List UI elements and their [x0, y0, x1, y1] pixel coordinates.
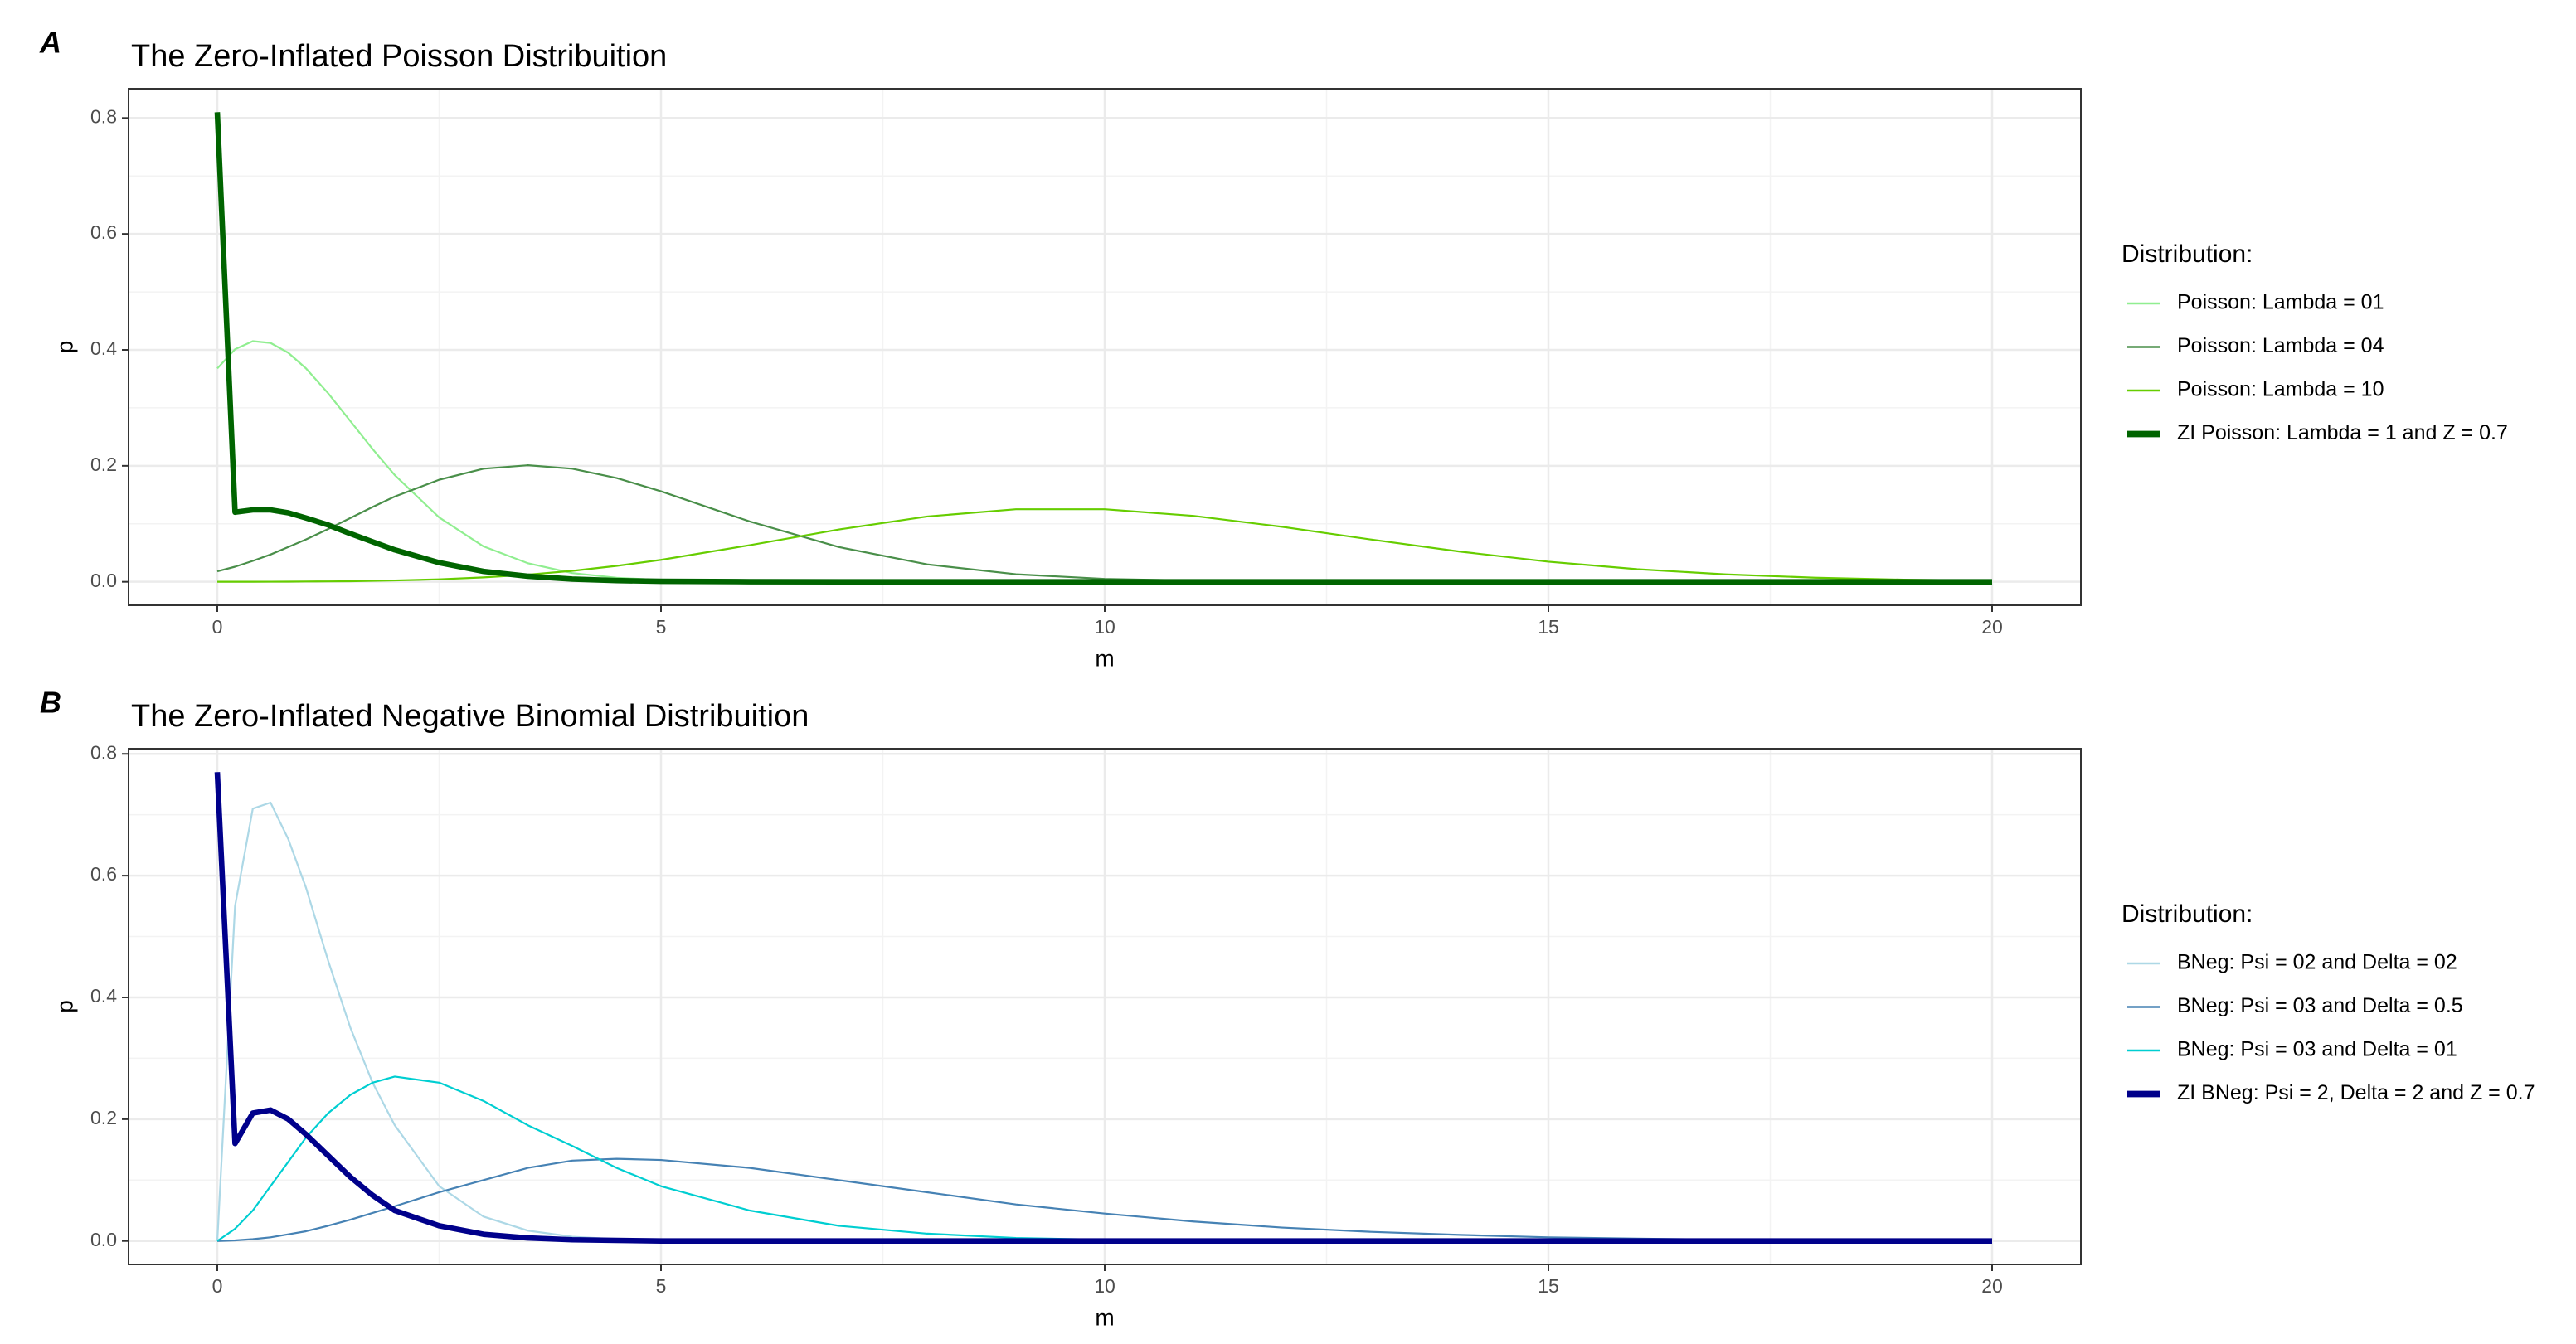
y-tick-label: 0.0: [90, 570, 117, 591]
chart-title: The Zero-Inflated Poisson Distribuition: [131, 39, 667, 74]
legend-title: Distribution:: [2122, 900, 2253, 928]
x-tick-label: 0: [212, 616, 223, 638]
y-axis-label: p: [51, 1000, 77, 1013]
x-axis-label: m: [1095, 645, 1114, 671]
y-axis-label: p: [51, 341, 77, 354]
y-tick-label: 0.8: [90, 741, 117, 763]
x-tick-label: 15: [1538, 616, 1559, 638]
legend-label: BNeg: Psi = 03 and Delta = 0.5: [2177, 994, 2463, 1017]
x-tick-label: 20: [1981, 616, 2003, 638]
y-tick-label: 0.8: [90, 105, 117, 127]
y-tick-label: 0.6: [90, 863, 117, 885]
legend-label: Poisson: Lambda = 10: [2177, 378, 2384, 401]
legend-label: ZI BNeg: Psi = 2, Delta = 2 and Z = 0.7: [2177, 1081, 2535, 1104]
x-tick-label: 10: [1094, 616, 1115, 638]
legend-label: BNeg: Psi = 03 and Delta = 01: [2177, 1038, 2457, 1061]
y-tick-label: 0.2: [90, 1107, 117, 1128]
plot-border: [128, 88, 2082, 606]
y-tick-label: 0.4: [90, 337, 117, 359]
y-tick-label: 0.0: [90, 1229, 117, 1250]
x-tick-label: 15: [1538, 1275, 1559, 1297]
series-line: [214, 112, 1992, 585]
series-line: [216, 508, 1993, 583]
x-tick-label: 20: [1981, 1275, 2003, 1297]
x-tick-label: 5: [656, 616, 667, 638]
x-axis-label: m: [1095, 1304, 1114, 1330]
chart-title: The Zero-Inflated Negative Binomial Dist…: [131, 699, 809, 734]
y-tick-label: 0.2: [90, 454, 117, 475]
panel-label: A: [39, 26, 61, 60]
legend-label: ZI Poisson: Lambda = 1 and Z = 0.7: [2177, 421, 2508, 444]
series-line: [214, 772, 1992, 1245]
legend-label: Poisson: Lambda = 04: [2177, 334, 2384, 357]
plot-border: [128, 748, 2082, 1265]
legend-title: Distribution:: [2122, 240, 2253, 268]
legend-label: Poisson: Lambda = 01: [2177, 291, 2384, 314]
x-tick-label: 5: [656, 1275, 667, 1297]
x-tick-label: 0: [212, 1275, 223, 1297]
y-tick-label: 0.4: [90, 985, 117, 1007]
x-tick-label: 10: [1094, 1275, 1115, 1297]
series-line: [216, 1157, 1993, 1242]
panel-label: B: [40, 686, 61, 720]
legend-label: BNeg: Psi = 02 and Delta = 02: [2177, 951, 2457, 974]
y-tick-label: 0.6: [90, 221, 117, 243]
